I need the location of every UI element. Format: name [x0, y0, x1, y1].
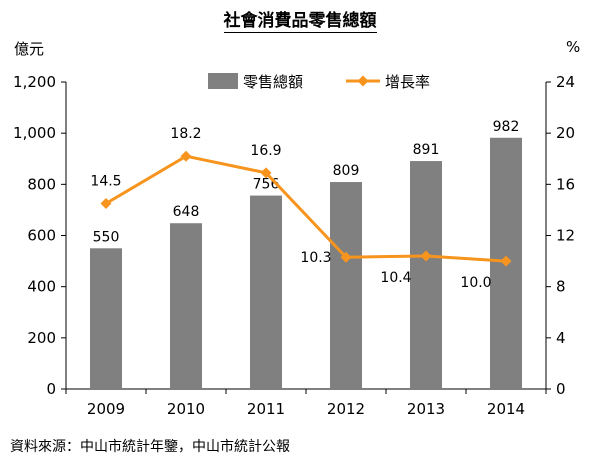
source-note: 資料來源：中山市統計年鑒，中山市統計公報 — [10, 439, 290, 455]
line-value-label: 10.3 — [300, 250, 331, 266]
legend: 零售總額 增長率 — [208, 73, 430, 91]
line-value-label: 10.4 — [380, 270, 411, 286]
growth-rate-point — [340, 251, 352, 263]
right-tick-label: 16 — [556, 175, 575, 193]
bar — [250, 195, 282, 389]
bar-value-label: 891 — [413, 142, 440, 158]
growth-rate-line — [105, 154, 507, 263]
bar-series — [90, 137, 522, 389]
bar — [410, 161, 442, 389]
legend-bar-label: 零售總額 — [243, 73, 303, 91]
legend-line-label: 增長率 — [385, 73, 430, 91]
growth-rate-point — [100, 198, 112, 210]
right-tick-label: 8 — [556, 278, 566, 296]
x-tick-label: 2013 — [407, 400, 445, 418]
growth-rate-point — [180, 150, 192, 162]
right-tick-label: 24 — [556, 73, 575, 91]
x-tick-label: 2014 — [487, 400, 525, 418]
left-tick-label: 1,200 — [13, 73, 56, 91]
line-value-label: 16.9 — [250, 143, 281, 159]
bar-value-label: 982 — [493, 119, 520, 135]
bar-value-label: 550 — [93, 229, 120, 245]
x-tick-label: 2009 — [87, 400, 125, 418]
bar — [330, 182, 362, 389]
legend-line-marker — [357, 75, 369, 87]
left-axis-unit: 億元 — [14, 40, 45, 58]
line-series — [100, 150, 512, 267]
left-tick-label: 0 — [46, 380, 56, 398]
line-value-label: 14.5 — [90, 174, 121, 190]
left-tick-label: 600 — [27, 227, 56, 245]
line-value-label: 10.0 — [460, 275, 491, 291]
growth-rate-point — [500, 255, 512, 267]
growth-rate-point — [420, 250, 432, 262]
x-tick-label: 2010 — [167, 400, 205, 418]
right-tick-label: 0 — [556, 380, 566, 398]
left-tick-label: 200 — [27, 329, 56, 347]
left-tick-label: 1,000 — [13, 124, 56, 142]
left-tick-label: 400 — [27, 278, 56, 296]
axes: 0 0 200 4 400 8 600 12 800 16 1,000 20 1,200 24 2009 20… — [13, 73, 575, 418]
right-axis-unit: % — [566, 38, 581, 56]
line-value-label: 18.2 — [170, 126, 201, 142]
x-tick-label: 2012 — [327, 400, 365, 418]
line-data-labels: 14.5 18.2 16.9 10.3 10.4 10.0 — [90, 126, 491, 291]
bar — [170, 223, 202, 389]
bar — [90, 248, 122, 389]
left-tick-label: 800 — [27, 175, 56, 193]
legend-bar-swatch — [208, 73, 238, 89]
right-tick-label: 20 — [556, 124, 575, 142]
bar-value-label: 648 — [173, 204, 200, 220]
x-tick-label: 2011 — [247, 400, 285, 418]
right-tick-label: 4 — [556, 329, 566, 347]
chart-title: 社會消費品零售總額 — [223, 11, 377, 33]
right-tick-label: 12 — [556, 227, 575, 245]
bar-value-label: 809 — [333, 163, 360, 179]
growth-rate-point — [260, 167, 272, 179]
